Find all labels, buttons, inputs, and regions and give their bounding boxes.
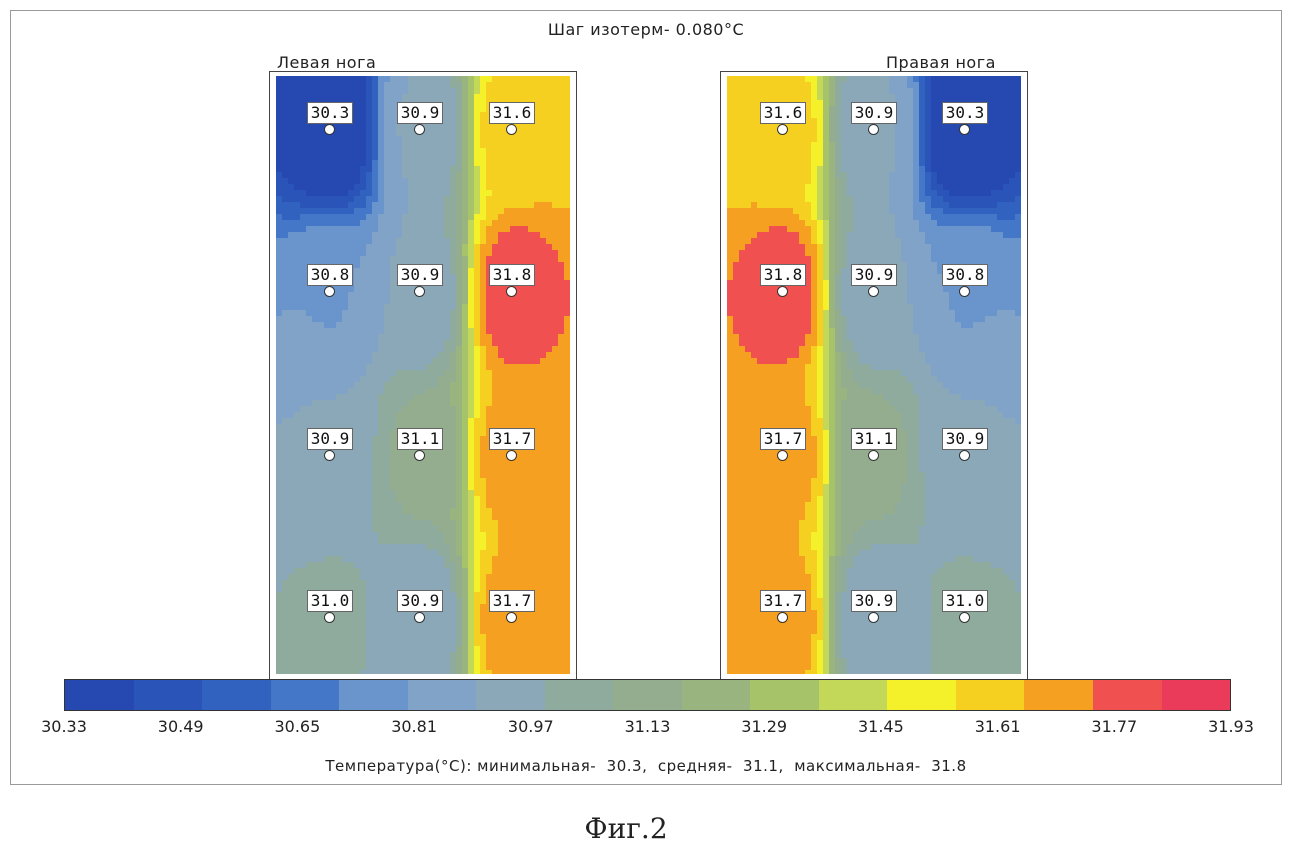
color-scale-tick-label: 31.45: [841, 717, 921, 736]
measurement-point-marker: [868, 450, 879, 461]
left-leg-label: Левая нога: [277, 53, 376, 72]
measurement-point-marker: [506, 450, 517, 461]
measurement-point-marker: [868, 124, 879, 135]
color-scale-segment: [682, 680, 751, 710]
color-scale-segment: [202, 680, 271, 710]
temperature-point-label: 31.1: [851, 428, 897, 450]
measurement-point-marker: [324, 286, 335, 297]
measurement-point-marker: [506, 286, 517, 297]
temperature-point-label: 31.6: [489, 102, 535, 124]
color-scale-tick-label: 31.29: [724, 717, 804, 736]
color-scale-tick-label: 30.33: [24, 717, 104, 736]
color-scale-segment: [956, 680, 1025, 710]
color-scale-segment: [750, 680, 819, 710]
right-leg-label: Правая нога: [886, 53, 996, 72]
color-scale-tick-label: 31.13: [608, 717, 688, 736]
measurement-point-marker: [324, 124, 335, 135]
color-scale-segment: [1024, 680, 1093, 710]
color-scale-tick-label: 30.65: [257, 717, 337, 736]
temperature-point-label: 30.9: [851, 102, 897, 124]
measurement-point-marker: [959, 124, 970, 135]
measurement-point-marker: [777, 612, 788, 623]
temperature-point-label: 30.9: [397, 102, 443, 124]
measurement-point-marker: [868, 612, 879, 623]
color-scale-segment: [65, 680, 134, 710]
temperature-point-label: 30.9: [851, 264, 897, 286]
temperature-point-label: 30.9: [851, 590, 897, 612]
measurement-point-marker: [959, 450, 970, 461]
heatmap-cells: [276, 76, 570, 674]
color-scale-tick-label: 31.77: [1074, 717, 1154, 736]
figure-caption: Фиг.2: [0, 812, 1252, 845]
right-leg-heatmap: [727, 76, 1021, 674]
temperature-point-label: 30.9: [307, 428, 353, 450]
temperature-point-label: 31.8: [760, 264, 806, 286]
chart-frame: [10, 10, 1282, 785]
color-scale-segment: [887, 680, 956, 710]
temperature-point-label: 31.7: [760, 428, 806, 450]
color-scale-segment: [408, 680, 477, 710]
left-leg-heatmap: [276, 76, 570, 674]
color-scale-segment: [613, 680, 682, 710]
measurement-point-marker: [414, 612, 425, 623]
color-scale-segment: [476, 680, 545, 710]
temperature-point-label: 30.9: [942, 428, 988, 450]
temperature-point-label: 31.7: [489, 428, 535, 450]
measurement-point-marker: [868, 286, 879, 297]
temperature-point-label: 30.9: [397, 264, 443, 286]
temperature-point-label: 31.8: [489, 264, 535, 286]
measurement-point-marker: [414, 286, 425, 297]
temperature-point-label: 31.0: [942, 590, 988, 612]
color-scale-segment: [339, 680, 408, 710]
color-scale-segment: [1162, 680, 1231, 710]
temperature-point-label: 30.3: [942, 102, 988, 124]
color-scale-segment: [545, 680, 614, 710]
temperature-point-label: 31.7: [760, 590, 806, 612]
heatmap-cells: [727, 76, 1021, 674]
color-scale-segment: [819, 680, 888, 710]
color-scale-tick-label: 31.93: [1191, 717, 1271, 736]
temperature-point-label: 31.6: [760, 102, 806, 124]
measurement-point-marker: [777, 124, 788, 135]
measurement-point-marker: [414, 450, 425, 461]
color-scale-segment: [134, 680, 203, 710]
temperature-point-label: 30.3: [307, 102, 353, 124]
chart-title: Шаг изотерм- 0.080°C: [0, 20, 1292, 39]
temperature-stats: Температура(°С): минимальная- 30.3, сред…: [0, 757, 1292, 775]
color-scale-bar: [64, 679, 1231, 711]
measurement-point-marker: [959, 286, 970, 297]
measurement-point-marker: [777, 286, 788, 297]
measurement-point-marker: [506, 124, 517, 135]
measurement-point-marker: [506, 612, 517, 623]
right-leg-panel: [720, 71, 1028, 680]
color-scale-segment: [1093, 680, 1162, 710]
measurement-point-marker: [324, 612, 335, 623]
measurement-point-marker: [324, 450, 335, 461]
temperature-point-label: 30.9: [397, 590, 443, 612]
color-scale-tick-label: 31.61: [958, 717, 1038, 736]
measurement-point-marker: [414, 124, 425, 135]
temperature-point-label: 31.7: [489, 590, 535, 612]
temperature-point-label: 30.8: [942, 264, 988, 286]
color-scale-tick-label: 30.49: [141, 717, 221, 736]
temperature-point-label: 31.1: [397, 428, 443, 450]
color-scale-tick-label: 30.97: [491, 717, 571, 736]
temperature-point-label: 31.0: [307, 590, 353, 612]
color-scale-tick-label: 30.81: [374, 717, 454, 736]
color-scale-segment: [271, 680, 340, 710]
left-leg-panel: [269, 71, 577, 680]
measurement-point-marker: [777, 450, 788, 461]
measurement-point-marker: [959, 612, 970, 623]
temperature-point-label: 30.8: [307, 264, 353, 286]
